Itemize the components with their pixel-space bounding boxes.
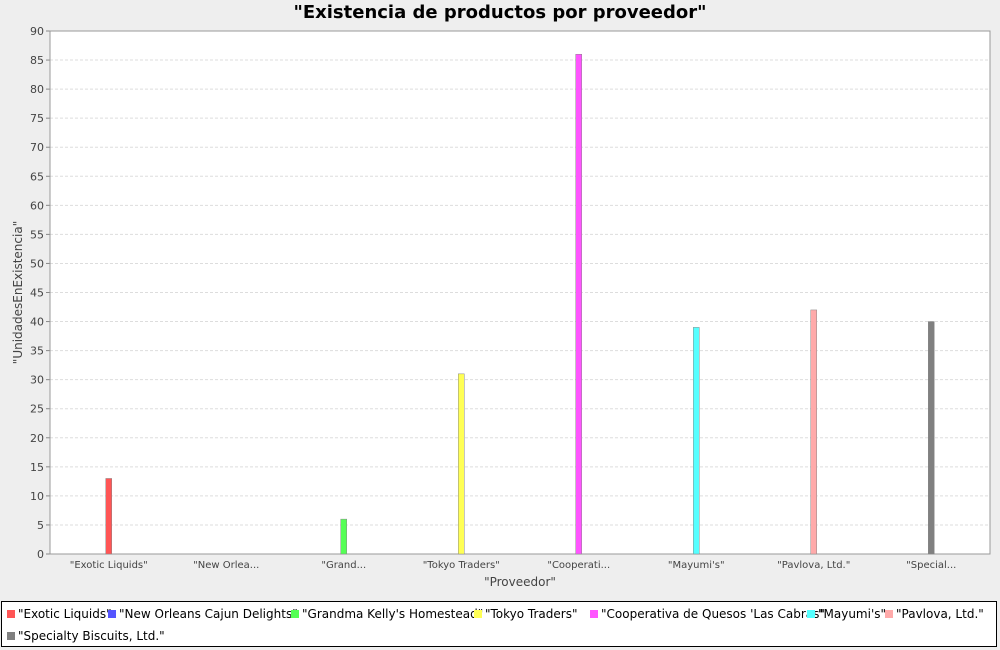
y-tick-label: 50 (30, 257, 44, 270)
legend-swatch (885, 610, 893, 618)
legend-swatch (590, 610, 598, 618)
legend-item: "Pavlova, Ltd." (885, 607, 984, 621)
chart-legend: "Exotic Liquids" "New Orleans Cajun Delig… (1, 601, 997, 647)
legend-label: "Tokyo Traders" (485, 607, 578, 621)
y-tick-label: 0 (37, 548, 44, 561)
x-tick-label: "Mayumi's" (668, 560, 725, 571)
x-tick-label: "Exotic Liquids" (70, 560, 148, 571)
legend-item: "Cooperativa de Quesos 'Las Cabras" (590, 607, 825, 621)
bar (810, 309, 817, 555)
y-tick-label: 15 (30, 461, 44, 474)
legend-item: "Exotic Liquids" (7, 607, 112, 621)
legend-label: "Mayumi's" (818, 607, 887, 621)
legend-label: "Grandma Kelly's Homestead" (302, 607, 484, 621)
legend-item: "Mayumi's" (807, 607, 886, 621)
y-tick-label: 55 (30, 228, 44, 241)
chart-title: "Existencia de productos por proveedor" (293, 2, 707, 23)
bar (105, 478, 112, 555)
legend-label: "New Orleans Cajun Delights" (119, 607, 298, 621)
y-tick-label: 45 (30, 287, 44, 300)
y-tick-label: 10 (30, 490, 44, 503)
bar (928, 321, 935, 555)
legend-swatch (807, 610, 815, 618)
legend-label: "Exotic Liquids" (18, 607, 112, 621)
y-tick-label: 75 (30, 112, 44, 125)
y-tick-label: 35 (30, 345, 44, 358)
y-tick-label: 30 (30, 374, 44, 387)
y-tick-label: 40 (30, 316, 44, 329)
y-axis-label: "UnidadesEnExistencia" (11, 221, 25, 364)
bar (693, 327, 700, 555)
y-tick-label: 20 (30, 432, 44, 445)
y-tick-label: 5 (37, 519, 44, 532)
legend-item: "Specialty Biscuits, Ltd." (7, 629, 165, 643)
x-tick-label: "Tokyo Traders" (423, 560, 500, 571)
y-tick-label: 80 (30, 83, 44, 96)
legend-item: "Grandma Kelly's Homestead" (291, 607, 483, 621)
legend-label: "Pavlova, Ltd." (896, 607, 984, 621)
legend-label: "Cooperativa de Quesos 'Las Cabras" (601, 607, 825, 621)
y-tick-label: 90 (30, 25, 44, 38)
y-tick-label: 85 (30, 54, 44, 67)
y-tick-label: 25 (30, 403, 44, 416)
y-tick-label: 70 (30, 141, 44, 154)
legend-swatch (474, 610, 482, 618)
legend-swatch (108, 610, 116, 618)
bar (340, 518, 347, 555)
x-tick-label: "Pavlova, Ltd." (777, 560, 850, 571)
y-tick-label: 65 (30, 170, 44, 183)
bar (575, 53, 582, 555)
plot-border (49, 30, 991, 555)
x-tick-label: "New Orlea... (193, 560, 259, 571)
legend-swatch (7, 632, 15, 640)
legend-swatch (7, 610, 15, 618)
legend-label: "Specialty Biscuits, Ltd." (18, 629, 165, 643)
x-tick-label: "Grand... (321, 560, 366, 571)
x-axis-label: "Proveedor" (484, 575, 556, 589)
legend-item: "Tokyo Traders" (474, 607, 578, 621)
legend-swatch (291, 610, 299, 618)
y-tick-label: 60 (30, 199, 44, 212)
x-tick-label: "Cooperati... (547, 560, 610, 571)
chart-area: 0 5 10 15 20 25 30 35 40 45 50 55 60 65 70 75 80 85 90 "Exo… (11, 25, 991, 589)
x-tick-label: "Special... (906, 560, 956, 571)
legend-item: "New Orleans Cajun Delights" (108, 607, 298, 621)
bar (458, 373, 465, 555)
